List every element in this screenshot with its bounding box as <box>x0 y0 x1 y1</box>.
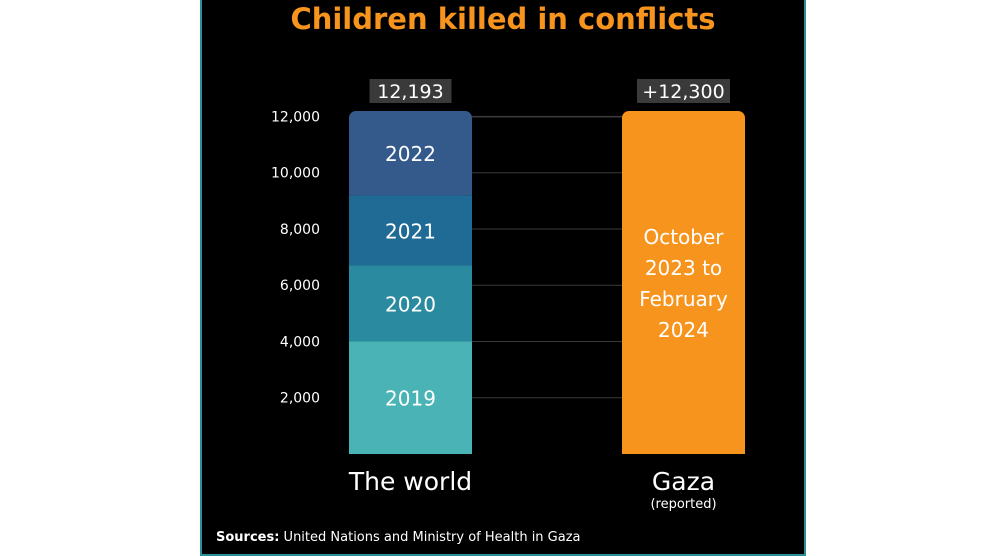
bar-segment-label: 2019 <box>385 387 436 411</box>
category-sublabel: (reported) <box>650 497 716 512</box>
infographic-panel: Children killed in conflicts 2,000 4,000 6… <box>200 0 806 556</box>
bar-segment-label: 2021 <box>385 219 436 243</box>
bar-segment-2021 <box>349 195 472 266</box>
total-label: +12,300 <box>642 81 724 103</box>
bar-segment-fill <box>349 121 472 196</box>
chart: 2,000 4,000 6,000 8,000 10,000 12,000 2019 2020… <box>271 79 745 512</box>
source-text: United Nations and Ministry of Health in… <box>279 530 581 545</box>
bar-segment-2020 <box>349 265 472 342</box>
source-note: Sources: United Nations and Ministry of … <box>216 530 581 545</box>
bar-segment-label: 2023 to <box>645 256 722 280</box>
y-tick-label: 2,000 <box>280 391 320 407</box>
y-tick-label: 12,000 <box>271 109 320 125</box>
y-tick-label: 8,000 <box>280 222 320 238</box>
y-tick-label: 4,000 <box>280 334 320 350</box>
category-label: The world <box>348 467 472 496</box>
chart-title: Children killed in conflicts <box>290 2 716 36</box>
bar-segment-label: 2022 <box>385 142 436 166</box>
total-label: 12,193 <box>377 81 443 103</box>
bar-segment-label: October <box>643 225 724 249</box>
y-tick-label: 6,000 <box>280 278 320 294</box>
y-tick-label: 10,000 <box>271 166 320 182</box>
category-label: Gaza <box>652 467 715 496</box>
bar-segment-label: 2020 <box>385 292 436 316</box>
total-label-box <box>369 79 452 103</box>
bar-segment-fill <box>622 121 745 454</box>
bar-segment-2019 <box>349 341 472 454</box>
bar-segment-label: February <box>639 287 728 311</box>
total-label-box <box>637 79 730 103</box>
source-label: Sources: <box>216 530 280 545</box>
bar-segment-label: 2024 <box>658 318 709 342</box>
